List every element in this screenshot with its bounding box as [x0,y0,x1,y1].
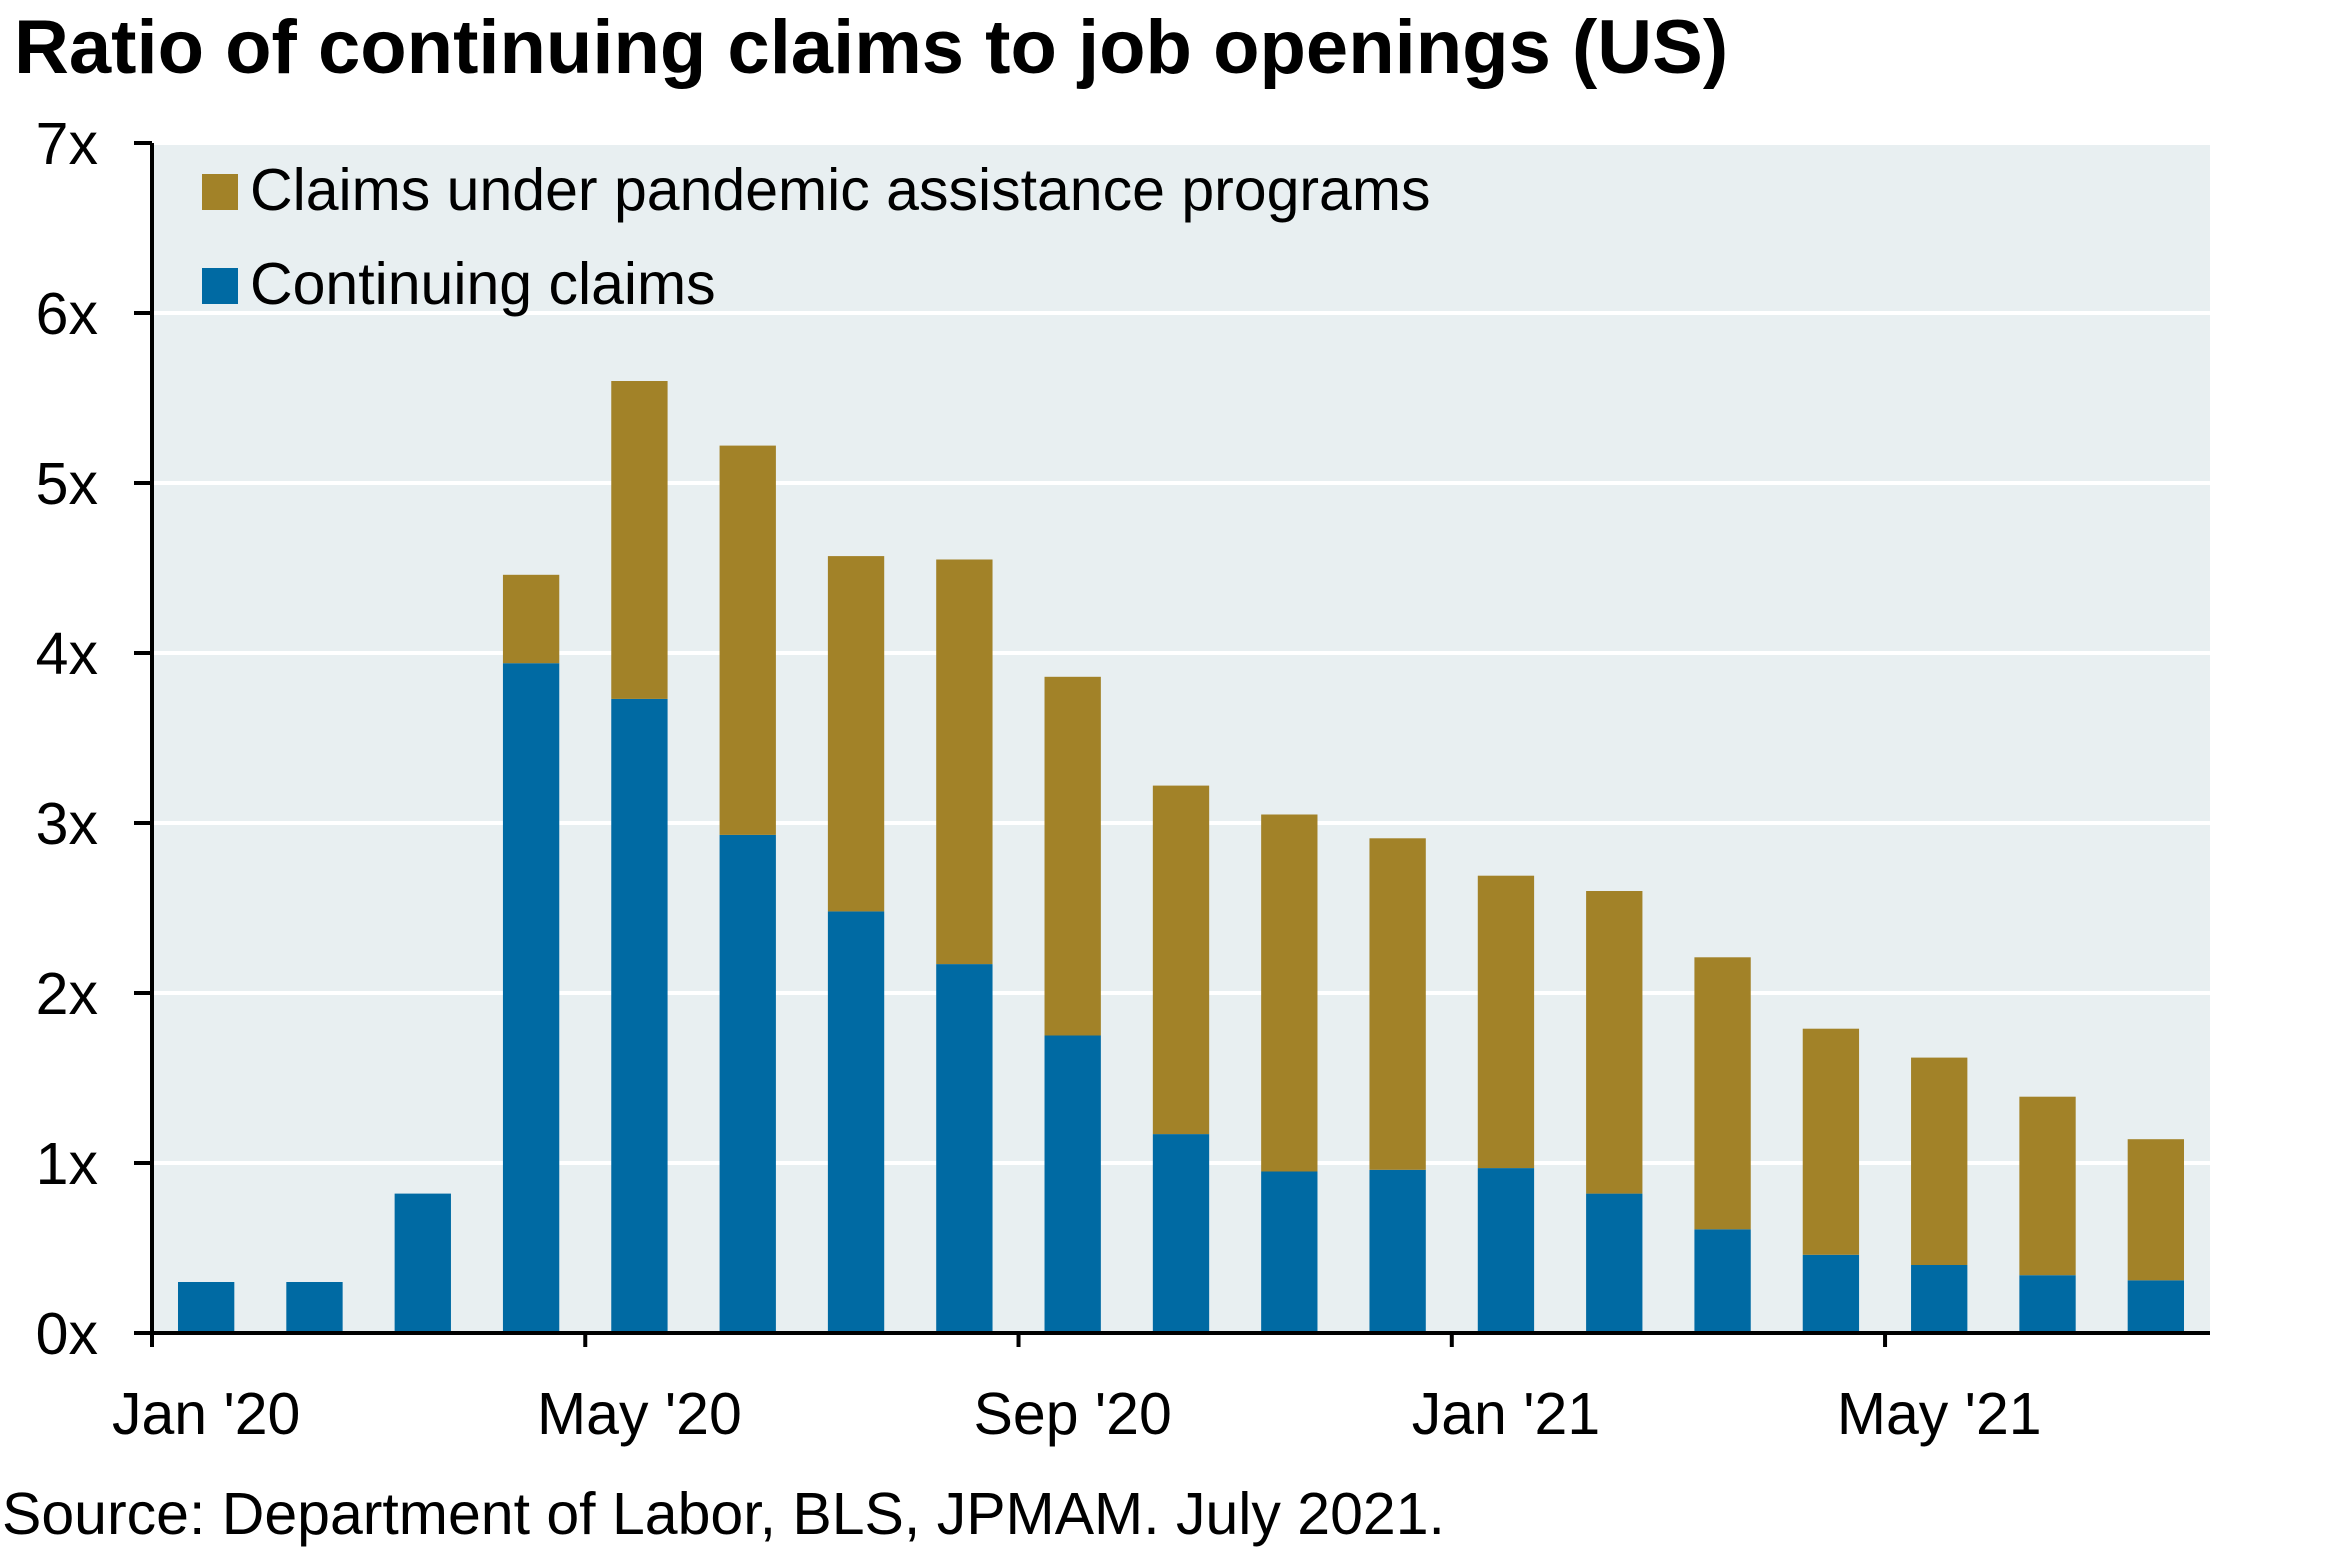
y-tick-label-6: 6x [36,281,98,347]
bar-pandemic-5 [719,445,776,835]
x-tick-label-4: May '21 [1837,1381,2042,1447]
bar-continuing-5 [719,834,776,1333]
y-tick-label-0: 0x [36,1301,98,1367]
bar-pandemic-6 [827,556,885,912]
legend-label-pandemic: Claims under pandemic assistance program… [250,157,1431,223]
x-tick-label-1: May '20 [537,1381,742,1447]
bar-continuing-15 [1802,1254,1860,1333]
chart-title: Ratio of continuing claims to job openin… [14,5,1729,90]
bar-continuing-9 [1152,1134,1210,1333]
bar-pandemic-16 [1911,1057,1968,1265]
bar-pandemic-18 [2127,1139,2185,1281]
bar-continuing-1 [286,1282,343,1333]
bar-pandemic-11 [1369,838,1426,1170]
bar-pandemic-17 [2019,1096,2076,1276]
bar-continuing-18 [2127,1280,2185,1333]
x-tick-label-3: Jan '21 [1412,1381,1600,1447]
bar-continuing-6 [827,911,885,1333]
bar-continuing-7 [936,964,993,1333]
bar-continuing-2 [394,1193,451,1333]
source-note: Source: Department of Labor, BLS, JPMAM.… [2,1481,1445,1547]
bars [177,381,2185,1333]
x-tick-label-2: Sep '20 [974,1381,1172,1447]
bar-continuing-13 [1586,1193,1643,1333]
bar-pandemic-9 [1152,785,1210,1135]
bar-pandemic-8 [1044,676,1101,1036]
x-tick-labels: Jan '20 May '20 Sep '20 Jan '21 May '21 [112,1381,2042,1447]
legend: Claims under pandemic assistance program… [202,157,1431,317]
bar-continuing-10 [1261,1171,1318,1333]
bar-continuing-0 [177,1282,235,1333]
y-tick-label-5: 5x [36,451,98,517]
bar-continuing-3 [502,663,560,1333]
legend-swatch-continuing [202,268,238,304]
y-tick-label-4: 4x [36,621,98,687]
bar-continuing-4 [611,698,668,1333]
y-tick-label-1: 1x [36,1131,98,1197]
axes [134,141,2210,1347]
bar-pandemic-4 [611,381,668,699]
y-tick-label-7: 7x [36,111,98,177]
bar-continuing-17 [2019,1275,2076,1333]
x-tick-label-0: Jan '20 [112,1381,300,1447]
legend-label-continuing: Continuing claims [250,251,716,317]
y-tick-label-3: 3x [36,791,98,857]
bar-pandemic-15 [1802,1028,1860,1255]
bar-continuing-11 [1369,1169,1426,1333]
y-tick-label-2: 2x [36,961,98,1027]
bar-pandemic-10 [1261,814,1318,1172]
bar-pandemic-7 [936,559,993,965]
bar-pandemic-13 [1586,891,1643,1194]
y-tick-labels: 0x 1x 2x 3x 4x 5x 6x 7x [36,111,98,1367]
bar-continuing-14 [1694,1229,1751,1333]
bar-continuing-12 [1477,1168,1535,1333]
legend-swatch-pandemic [202,174,238,210]
bar-pandemic-12 [1477,875,1535,1169]
bar-pandemic-3 [502,574,560,664]
bar-continuing-8 [1044,1035,1101,1333]
bar-continuing-16 [1911,1265,1968,1333]
bar-pandemic-14 [1694,957,1751,1230]
